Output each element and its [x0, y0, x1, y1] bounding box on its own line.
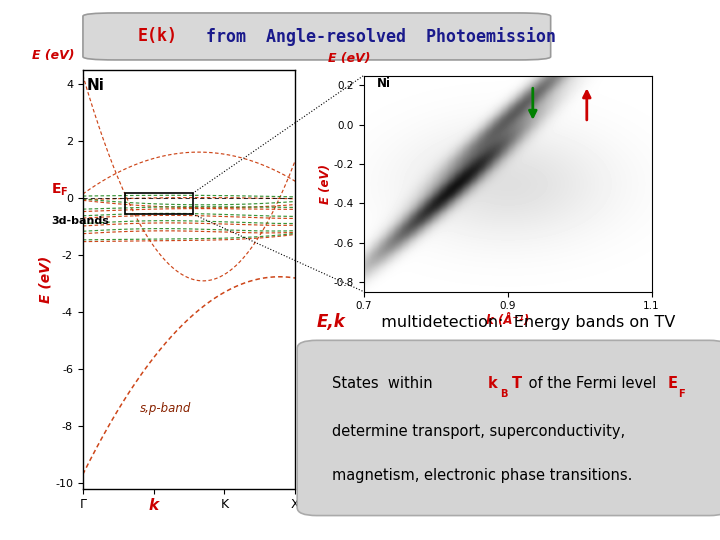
- Text: F: F: [678, 389, 685, 400]
- Text: E(k): E(k): [138, 28, 177, 45]
- Text: States  within: States within: [333, 376, 438, 391]
- Text: E (eV): E (eV): [328, 52, 370, 65]
- Text: s,p-band: s,p-band: [140, 402, 191, 415]
- Text: k: k: [487, 376, 498, 391]
- Text: determine transport, superconductivity,: determine transport, superconductivity,: [333, 424, 626, 438]
- Text: 3d-bands: 3d-bands: [51, 216, 109, 226]
- Text: E: E: [667, 376, 678, 391]
- FancyBboxPatch shape: [83, 13, 551, 60]
- Text: magnetism, electronic phase transitions.: magnetism, electronic phase transitions.: [333, 468, 633, 483]
- Y-axis label: E (eV): E (eV): [38, 256, 53, 303]
- Text: B: B: [500, 389, 508, 400]
- Text: T: T: [512, 376, 522, 391]
- Text: from  Angle-resolved  Photoemission: from Angle-resolved Photoemission: [196, 27, 556, 46]
- Text: $\mathbf{E_F}$: $\mathbf{E_F}$: [51, 181, 68, 198]
- Bar: [125, 193, 192, 214]
- Text: Ni: Ni: [87, 78, 105, 93]
- Text: multidetection:  Energy bands on TV: multidetection: Energy bands on TV: [371, 315, 675, 330]
- Y-axis label: E (eV): E (eV): [319, 164, 332, 204]
- X-axis label: k (Å⁻¹): k (Å⁻¹): [486, 314, 529, 327]
- FancyBboxPatch shape: [297, 340, 720, 516]
- Text: E,k: E,k: [317, 313, 346, 330]
- Text: Ni: Ni: [377, 77, 390, 90]
- Text: of the Fermi level: of the Fermi level: [524, 376, 661, 391]
- Text: E (eV): E (eV): [32, 49, 74, 62]
